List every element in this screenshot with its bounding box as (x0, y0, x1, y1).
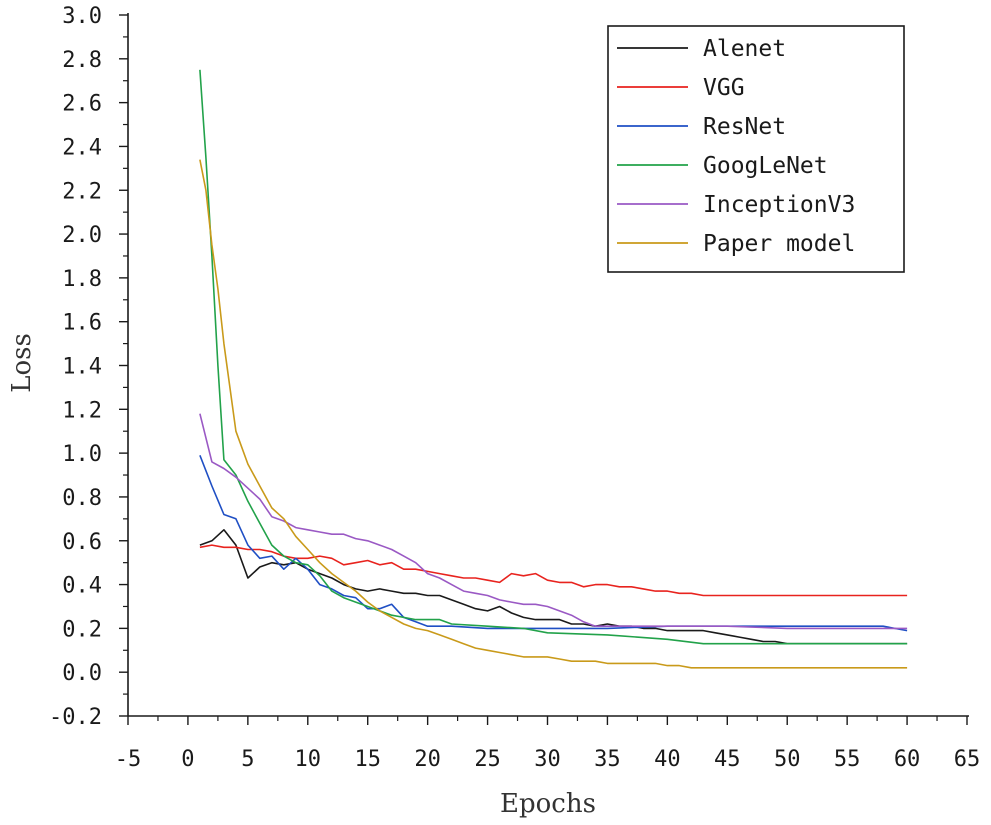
y-tick-label: -0.2 (49, 705, 102, 730)
x-tick-label: -5 (115, 747, 142, 772)
x-tick-label: 20 (414, 747, 441, 772)
x-tick-label: 10 (295, 747, 322, 772)
x-tick-label: 60 (894, 747, 921, 772)
legend-box (607, 25, 905, 273)
x-tick-label: 40 (654, 747, 681, 772)
y-tick-label: 0.0 (62, 661, 102, 686)
y-tick-label: 1.6 (62, 311, 102, 336)
y-tick-label: 2.6 (62, 92, 102, 117)
legend-label-paper-model: Paper model (703, 231, 855, 257)
y-tick-label: 1.2 (62, 398, 102, 423)
series-line-paper-model (199, 159, 908, 669)
y-tick-label: 0.6 (62, 530, 102, 555)
legend: Alenet VGG ResNet GoogLeNet InceptionV3 Paper… (607, 25, 905, 273)
y-tick-label: 0.8 (62, 486, 102, 511)
series-line-inceptionv3 (199, 413, 908, 630)
series-line-googlenet (199, 69, 908, 645)
tick-labels: -0.2 0.0 0.2 0.4 0.6 0.8 1.0 1.2 1.4 1.6 1.8 2.0 2.2… (49, 4, 980, 772)
y-tick-label: 0.2 (62, 617, 102, 642)
x-tick-label: 5 (241, 747, 254, 772)
y-tick-label: 0.4 (62, 574, 102, 599)
y-tick-label: 1.4 (62, 355, 102, 380)
legend-label-googlenet: GoogLeNet (703, 153, 828, 179)
legend-label-alenet: Alenet (703, 36, 786, 62)
y-tick-label: 2.4 (62, 135, 102, 160)
y-axis-title: Loss (7, 333, 37, 393)
x-tick-label: 25 (474, 747, 501, 772)
x-tick-label: 0 (181, 747, 194, 772)
y-tick-label: 2.2 (62, 179, 102, 204)
x-tick-label: 55 (834, 747, 861, 772)
x-tick-label: 35 (594, 747, 621, 772)
y-tick-label: 2.0 (62, 223, 102, 248)
axes (119, 13, 969, 725)
legend-label-inceptionv3: InceptionV3 (703, 192, 855, 218)
y-tick-label: 2.8 (62, 48, 102, 73)
series-line-vgg (199, 544, 908, 597)
y-tick-label: 3.0 (62, 4, 102, 29)
x-tick-label: 30 (534, 747, 561, 772)
x-tick-label: 50 (774, 747, 801, 772)
x-tick-label: 15 (354, 747, 381, 772)
y-tick-label: 1.8 (62, 267, 102, 292)
x-tick-label: 45 (714, 747, 741, 772)
plot-lines (199, 69, 908, 669)
y-tick-label: 1.0 (62, 442, 102, 467)
legend-label-vgg: VGG (703, 75, 745, 101)
x-tick-label: 65 (954, 747, 981, 772)
x-axis-title: Epochs (500, 789, 596, 819)
series-line-resnet (199, 455, 908, 632)
legend-label-resnet: ResNet (703, 114, 786, 140)
